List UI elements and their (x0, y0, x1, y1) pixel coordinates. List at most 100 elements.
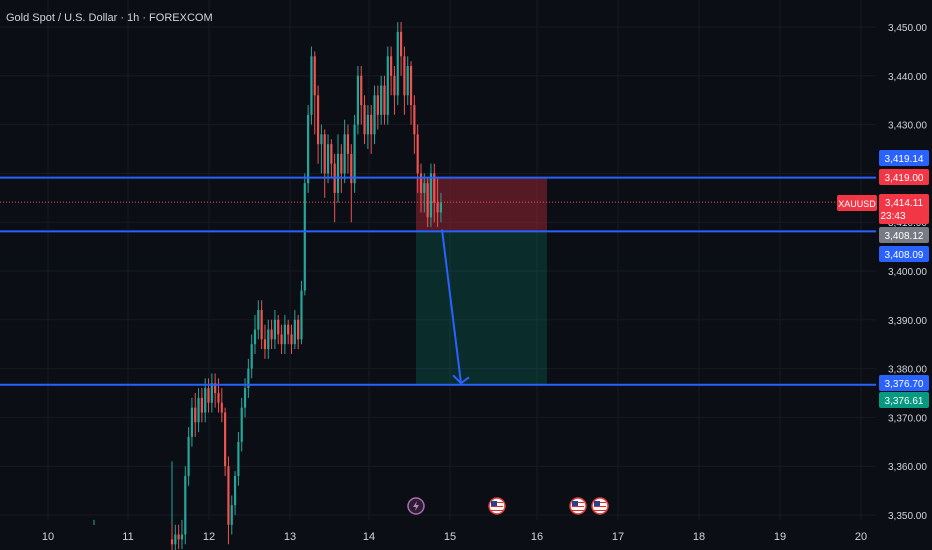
candle-body (373, 95, 376, 135)
y-tick-label: 3,440.00 (888, 72, 927, 83)
price-label-badge (879, 169, 929, 185)
us-flag-icon (491, 510, 503, 511)
candle-body (257, 310, 260, 330)
arrow-shaft[interactable] (441, 229, 462, 384)
candle-body (380, 85, 383, 115)
symbol-label: XAUUSD (838, 199, 876, 209)
candle-body (200, 397, 203, 413)
candle-body (190, 407, 194, 437)
price-label-badge (879, 246, 929, 262)
current-price-text: 3,414.11 (885, 198, 924, 209)
candle-body (273, 319, 277, 340)
candle-body (237, 441, 240, 476)
time-axis: 10 11 12 13 14 15 16 17 18 19 20 (42, 531, 867, 543)
candle-body (287, 324, 290, 335)
y-tick-label: 3,450.00 (888, 23, 927, 34)
candle-body (204, 388, 207, 413)
price-axis-panel[interactable] (876, 0, 932, 550)
grid (0, 0, 876, 520)
candle-body (194, 407, 197, 423)
candle-body (300, 290, 303, 340)
candle-body (393, 75, 396, 96)
candle-body (197, 397, 200, 423)
y-tick-label: 3,390.00 (888, 316, 927, 327)
candle-body (233, 475, 237, 506)
candle-body (227, 466, 230, 525)
candle-body (187, 436, 190, 476)
candle-body (399, 31, 403, 57)
x-tick-label: 14 (363, 531, 375, 543)
candle-body (376, 95, 379, 115)
candle-body (174, 534, 177, 545)
candle-body (366, 114, 369, 135)
price-label-badge (879, 375, 929, 391)
candle-body (250, 344, 253, 369)
price-label-text: 3,419.00 (885, 173, 924, 184)
arrow-head[interactable] (452, 374, 470, 385)
countdown-text: 23:43 (880, 211, 905, 222)
candle-body (370, 114, 373, 135)
candle-body (180, 534, 184, 540)
candle-body (340, 153, 343, 174)
candle-body (207, 388, 210, 403)
y-tick-label: 3,430.00 (888, 121, 927, 132)
candle-body (439, 202, 443, 213)
candle-body (423, 183, 426, 193)
stop-zone[interactable] (416, 177, 547, 232)
candle-body (390, 56, 393, 76)
candle-body (270, 329, 273, 340)
y-tick-label: 3,350.00 (888, 511, 927, 522)
candle-body (303, 183, 306, 291)
candle-body (277, 319, 280, 335)
event-markers[interactable] (407, 497, 609, 515)
short-position[interactable] (416, 177, 547, 385)
us-flag-icon (491, 506, 503, 507)
candle-body (240, 407, 243, 442)
price-label-badge (879, 227, 929, 243)
price-label-text: 3,376.70 (885, 379, 924, 390)
x-tick-label: 11 (122, 531, 133, 543)
x-tick-label: 17 (612, 531, 624, 543)
candle-body (283, 324, 286, 345)
x-tick-label: 12 (203, 531, 215, 543)
target-zone[interactable] (416, 231, 547, 385)
candle-body (313, 56, 316, 96)
candles (93, 22, 443, 550)
candle-body (210, 383, 213, 403)
candle-body (360, 75, 363, 106)
candle-body (363, 105, 366, 135)
x-tick-label: 19 (774, 531, 786, 543)
candle-body (280, 334, 283, 345)
y-tick-label: 3,400.00 (888, 267, 927, 278)
x-tick-label: 15 (444, 531, 456, 543)
projection-arrow[interactable] (441, 229, 470, 385)
candle-body (323, 134, 326, 174)
lightning-icon (413, 501, 419, 511)
candle-body (247, 368, 250, 389)
candle-body (403, 56, 406, 96)
candle-body (330, 144, 333, 164)
price-label-badge (879, 392, 929, 408)
price-label-badge (879, 150, 929, 166)
horizontal-lines[interactable] (0, 176, 876, 386)
candle-body (356, 75, 360, 125)
x-tick-label: 13 (284, 531, 296, 543)
candle-body (419, 173, 423, 193)
candle-body (290, 334, 293, 345)
candle-body (409, 66, 413, 106)
candle-body (413, 105, 416, 135)
candle-body (220, 402, 223, 413)
candle-body (326, 144, 330, 174)
symbol-badge (837, 195, 877, 211)
candle-body (307, 114, 310, 184)
candle-body (436, 202, 439, 213)
price-label-text: 3,376.61 (885, 396, 924, 407)
candle-body (316, 95, 320, 145)
candle-body (177, 534, 180, 540)
candle-body (343, 134, 346, 174)
candle-body (224, 412, 227, 467)
us-flag-icon (572, 506, 584, 507)
current-price-badge (879, 194, 929, 224)
us-flag-icon (594, 510, 606, 511)
